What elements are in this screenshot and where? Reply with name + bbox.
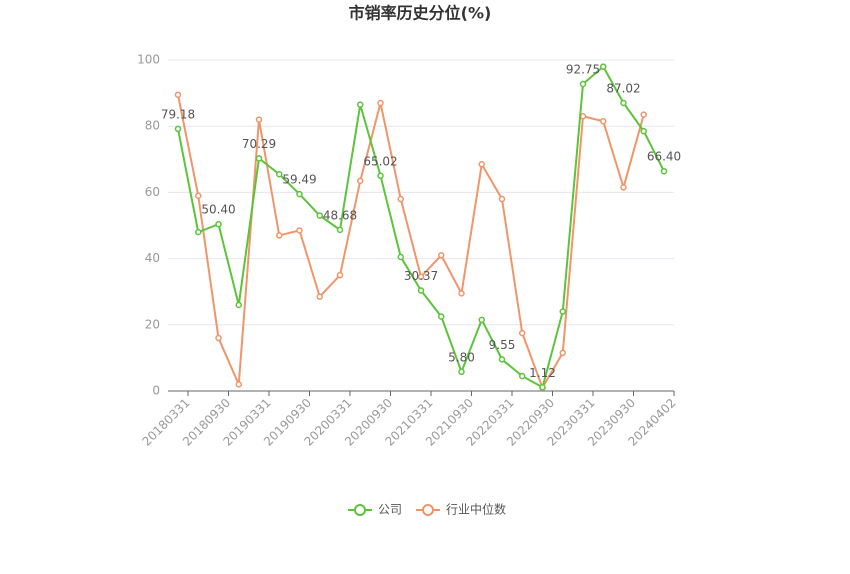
y-tick-label: 80 bbox=[145, 119, 160, 133]
y-tick-label: 100 bbox=[137, 53, 160, 67]
legend-item: 公司 bbox=[348, 503, 402, 517]
point bbox=[397, 195, 404, 203]
point bbox=[215, 334, 222, 342]
point bbox=[336, 271, 344, 279]
point bbox=[498, 195, 506, 203]
value-label: 79.18 bbox=[161, 107, 195, 121]
point bbox=[559, 349, 566, 357]
point bbox=[316, 212, 323, 219]
value-label: 1.12 bbox=[529, 366, 556, 380]
point bbox=[458, 368, 465, 376]
legend-marker bbox=[422, 504, 435, 516]
point bbox=[498, 356, 506, 363]
point bbox=[215, 220, 222, 228]
y-tick-label: 60 bbox=[145, 185, 160, 199]
value-label: 5.80 bbox=[448, 350, 475, 364]
point bbox=[195, 228, 202, 236]
point bbox=[336, 226, 344, 234]
point bbox=[438, 252, 445, 259]
value-label: 65.02 bbox=[363, 154, 397, 168]
point bbox=[174, 91, 182, 99]
point bbox=[276, 232, 283, 239]
point bbox=[620, 184, 627, 191]
point bbox=[417, 287, 425, 294]
point bbox=[255, 116, 263, 123]
point bbox=[478, 316, 485, 324]
legend-item: 行业中位数 bbox=[416, 502, 506, 517]
value-label: 92.75 bbox=[566, 62, 600, 76]
point bbox=[397, 253, 404, 261]
point bbox=[600, 63, 607, 70]
value-label: 87.02 bbox=[606, 81, 640, 95]
point bbox=[640, 127, 647, 135]
legend-marker bbox=[354, 504, 366, 516]
point bbox=[357, 101, 364, 108]
point bbox=[478, 161, 485, 168]
point bbox=[235, 301, 242, 309]
point bbox=[600, 117, 607, 125]
point bbox=[620, 99, 627, 107]
value-label: 59.49 bbox=[282, 173, 316, 187]
point bbox=[195, 192, 202, 199]
value-label: 9.55 bbox=[489, 338, 516, 352]
point bbox=[377, 172, 384, 180]
point bbox=[519, 372, 526, 380]
point bbox=[235, 381, 242, 388]
value-label: 48.68 bbox=[323, 208, 357, 222]
point bbox=[660, 167, 668, 175]
point bbox=[519, 329, 526, 337]
point bbox=[458, 290, 465, 297]
y-tick-label: 40 bbox=[145, 251, 160, 265]
point bbox=[357, 177, 364, 185]
point bbox=[296, 190, 303, 198]
point bbox=[255, 155, 263, 162]
point bbox=[296, 227, 303, 234]
point bbox=[316, 293, 323, 300]
y-tick-label: 20 bbox=[145, 317, 160, 331]
point bbox=[438, 313, 445, 320]
legend-label: 行业中位数 bbox=[446, 502, 506, 517]
point bbox=[377, 99, 384, 107]
value-label: 66.40 bbox=[647, 150, 681, 164]
point bbox=[640, 111, 647, 118]
value-label: 30.37 bbox=[404, 269, 438, 283]
point bbox=[579, 80, 587, 88]
value-label: 50.40 bbox=[201, 203, 235, 217]
point bbox=[559, 308, 566, 315]
legend-label: 公司 bbox=[378, 503, 402, 517]
value-label: 70.29 bbox=[242, 137, 276, 151]
chart-title: 市销率历史分位(%) bbox=[349, 4, 492, 23]
point bbox=[276, 170, 283, 178]
point bbox=[417, 273, 425, 281]
point bbox=[539, 384, 546, 391]
point bbox=[174, 125, 182, 133]
series-line bbox=[177, 94, 645, 391]
y-tick-label: 0 bbox=[152, 384, 160, 398]
